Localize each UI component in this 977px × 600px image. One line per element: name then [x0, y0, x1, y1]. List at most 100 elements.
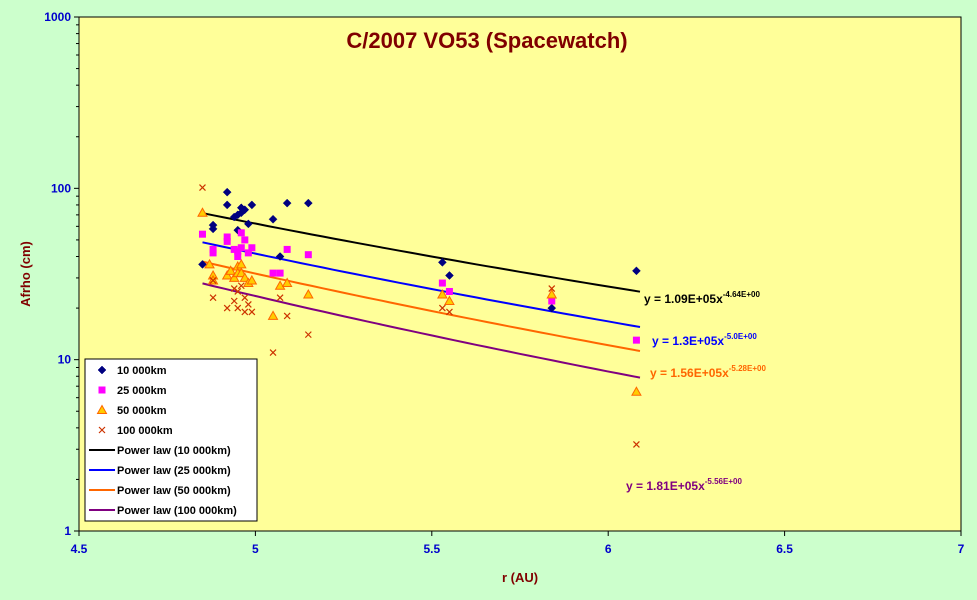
data-point-s3-16 — [304, 331, 312, 339]
legend-label-fit-2: Power law (50 000km) — [117, 485, 231, 497]
legend-label-series-0: 10 000km — [117, 365, 167, 377]
fit-equation-base: y = 1.3E+05x — [652, 334, 724, 348]
data-point-s2-18 — [437, 289, 448, 299]
data-point-s3-10 — [241, 294, 249, 302]
fit-line-3 — [202, 282, 641, 379]
data-point-s0-18 — [445, 271, 454, 280]
data-point-s0-0 — [198, 259, 207, 269]
fit-equation-exponent: -5.28E+00 — [729, 364, 767, 373]
x-axis-title: r (AU) — [502, 570, 538, 585]
data-point-s0-10 — [240, 205, 250, 215]
data-point-s0-14 — [275, 252, 285, 261]
data-point-s1-5 — [230, 245, 238, 253]
fit-equation-base: y = 1.81E+05x — [626, 479, 705, 493]
chart-title: C/2007 VO53 (Spacewatch) — [346, 28, 627, 53]
data-point-s0-17 — [438, 257, 447, 267]
fit-equation-3: y = 1.81E+05x-5.56E+00 — [626, 477, 742, 493]
fit-equation-base: y = 1.09E+05x — [644, 292, 723, 306]
y-tick-label: 10 — [58, 353, 72, 367]
x-tick-label: 6.5 — [776, 542, 793, 556]
data-point-s1-17 — [438, 279, 446, 287]
data-point-s0-15 — [282, 198, 292, 208]
data-point-s2-1 — [204, 258, 215, 269]
data-point-s1-16 — [304, 251, 312, 259]
data-point-s1-13 — [269, 269, 277, 277]
data-point-s2-6 — [228, 272, 240, 282]
data-point-s0-2 — [208, 220, 218, 230]
data-point-s3-9 — [241, 308, 249, 316]
data-point-s1-12 — [248, 244, 256, 252]
data-points — [197, 184, 642, 448]
legend-marker-3 — [98, 426, 106, 434]
data-point-s3-13 — [269, 349, 277, 356]
data-point-s3-0 — [199, 184, 206, 192]
data-point-s1-6 — [234, 247, 242, 255]
y-tick-label: 100 — [51, 181, 71, 195]
legend-label-fit-3: Power law (100 000km) — [117, 505, 237, 517]
x-tick-label: 7 — [958, 542, 965, 556]
fit-equation-exponent: -4.64E+00 — [723, 290, 761, 299]
data-point-s3-7 — [234, 304, 242, 312]
legend-label-fit-1: Power law (25 000km) — [117, 465, 231, 477]
data-point-s2-20 — [546, 289, 558, 299]
data-point-s0-20 — [632, 266, 641, 276]
legend-label-series-1: 25 000km — [117, 385, 167, 397]
trendlines — [202, 212, 641, 379]
legend-label-series-3: 100 000km — [117, 425, 173, 437]
fit-equation-2: y = 1.56E+05x-5.28E+00 — [650, 364, 766, 380]
legend-marker-0 — [97, 365, 107, 375]
data-point-s1-14 — [276, 269, 284, 277]
fit-equation-1: y = 1.3E+05x-5.0E+00 — [652, 332, 757, 348]
data-point-s1-11 — [244, 249, 252, 257]
data-point-s2-10 — [235, 267, 247, 278]
data-point-s0-3 — [222, 187, 232, 197]
data-point-s2-19 — [444, 295, 455, 305]
fit-line-2 — [202, 260, 641, 352]
data-point-s1-20 — [632, 336, 640, 344]
axis-ticks: 4.5 5 5.5 6 6.5 7 1 10 100 1000 — [44, 10, 964, 556]
data-point-s2-17 — [302, 289, 314, 299]
fit-equation-exponent: -5.56E+00 — [705, 477, 743, 486]
data-point-s2-16 — [281, 277, 293, 288]
data-point-s3-20 — [632, 441, 640, 448]
data-point-s1-19 — [548, 297, 556, 305]
data-point-s1-15 — [283, 245, 291, 253]
data-point-s0-19 — [547, 303, 557, 313]
data-point-s3-12 — [248, 308, 256, 316]
y-tick-label: 1 — [64, 524, 71, 538]
legend-box — [84, 358, 258, 522]
fit-equation-0: y = 1.09E+05x-4.64E+00 — [644, 290, 760, 306]
data-point-s3-3 — [223, 304, 231, 312]
data-point-s1-10 — [241, 236, 249, 244]
data-point-s2-0 — [197, 207, 208, 217]
x-tick-label: 5.5 — [423, 542, 440, 556]
data-point-s3-1 — [209, 294, 217, 302]
data-point-s3-19 — [548, 285, 556, 292]
data-point-s1-9 — [237, 244, 245, 252]
data-point-s1-3 — [223, 233, 231, 241]
data-point-s1-18 — [445, 287, 453, 295]
data-point-s2-21 — [631, 386, 642, 396]
fit-equation-base: y = 1.56E+05x — [650, 366, 729, 380]
data-point-s2-15 — [274, 280, 286, 290]
data-point-s2-14 — [267, 310, 279, 320]
data-point-s3-15 — [283, 312, 291, 320]
fit-equation-exponent: -5.0E+00 — [724, 332, 757, 341]
data-point-s2-11 — [239, 272, 251, 282]
legend-marker-1 — [98, 386, 106, 394]
data-point-s3-18 — [446, 308, 453, 316]
data-point-s1-4 — [223, 237, 231, 245]
fit-equations: y = 1.09E+05x-4.64E+00 y = 1.3E+05x-5.0E+… — [626, 290, 766, 493]
fit-line-0 — [202, 212, 641, 293]
x-tick-label: 5 — [252, 542, 259, 556]
data-point-s1-2 — [209, 249, 217, 257]
data-point-s0-13 — [268, 214, 278, 224]
data-point-s0-11 — [243, 219, 253, 229]
legend-marker-2 — [96, 404, 108, 414]
legend-label-fit-0: Power law (10 000km) — [117, 445, 231, 457]
data-point-s0-12 — [247, 200, 257, 210]
data-point-s3-8 — [237, 282, 245, 290]
data-point-s1-0 — [198, 230, 206, 238]
x-tick-label: 4.5 — [71, 542, 88, 556]
